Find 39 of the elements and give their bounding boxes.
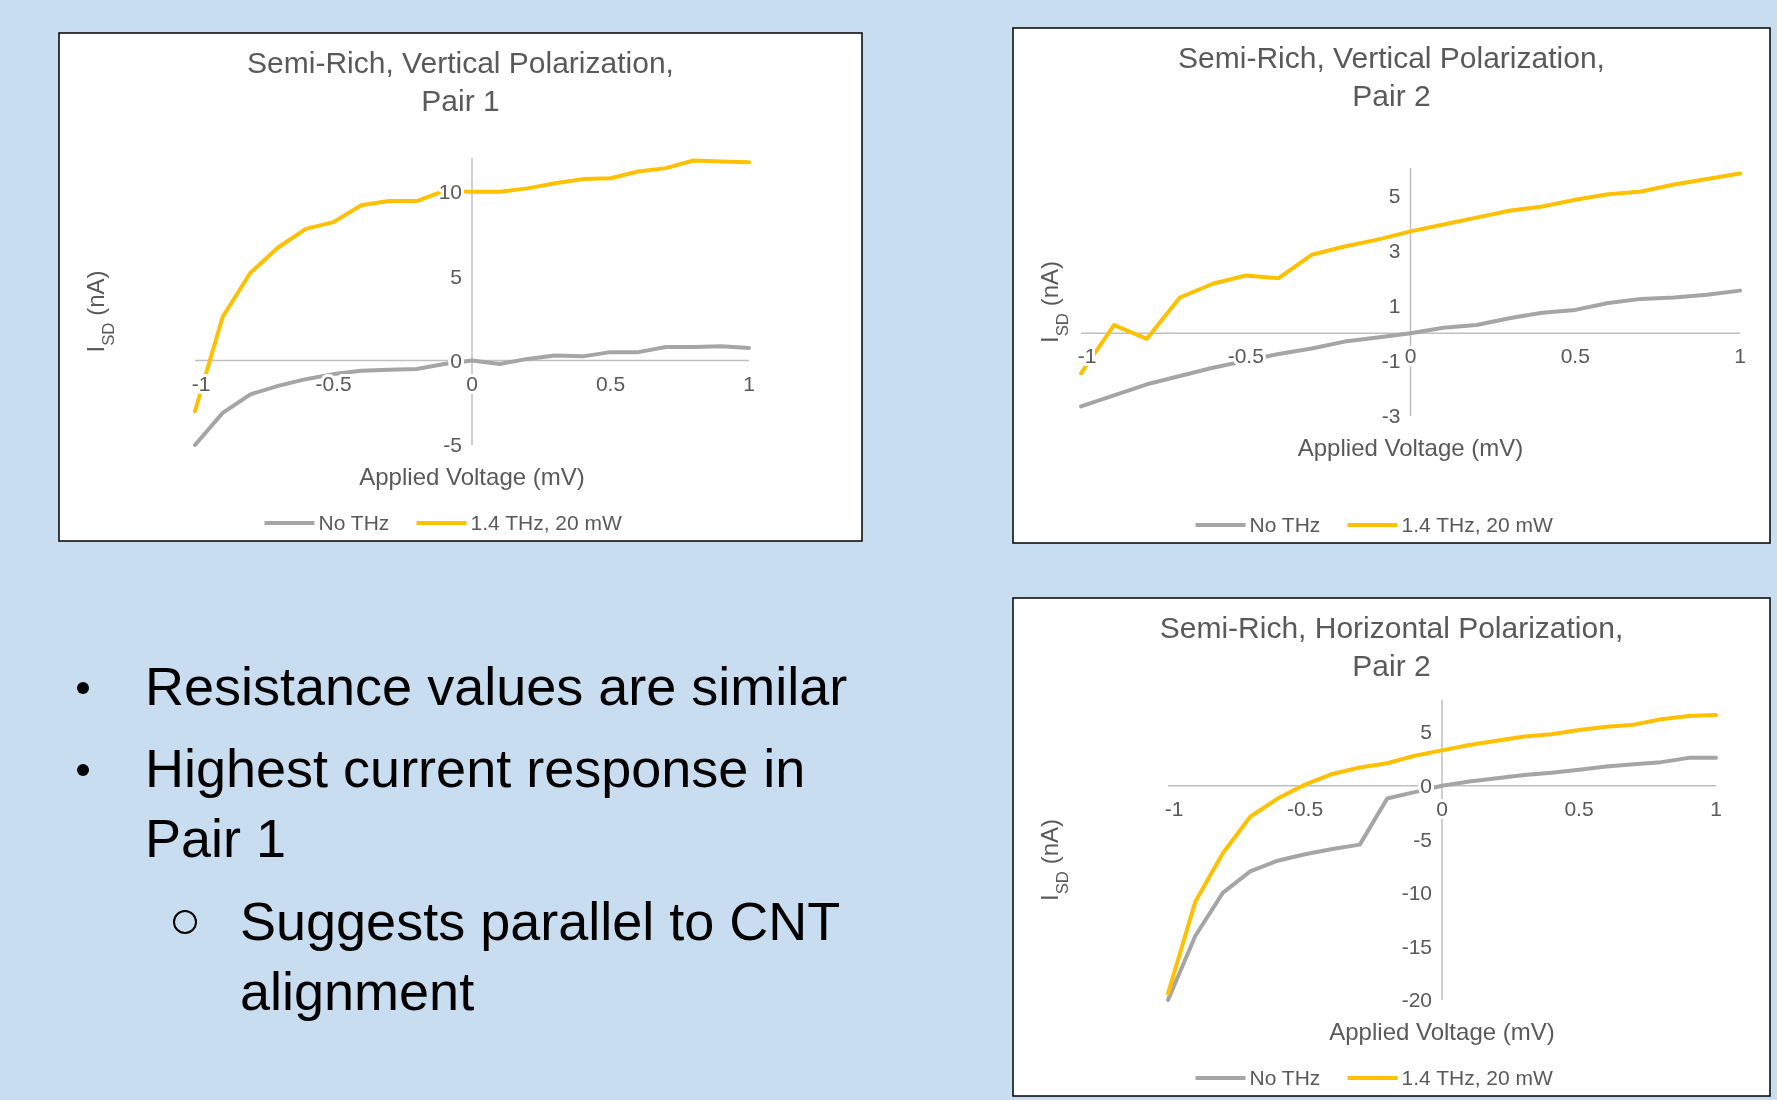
legend-label: 1.4 THz, 20 mW — [1401, 1066, 1553, 1090]
y-tick-label: 3 — [1388, 239, 1401, 263]
x-axis-title: Applied Voltage (mV) — [1297, 434, 1524, 461]
y-tick-label: -10 — [1401, 881, 1432, 905]
x-tick-label: -1 — [1164, 796, 1184, 820]
x-tick-label: 0.5 — [1564, 796, 1594, 820]
y-tick-label: -5 — [1413, 827, 1432, 851]
y-tick-label: 5 — [1388, 183, 1401, 207]
x-axis-title: Applied Voltage (mV) — [1329, 1018, 1555, 1045]
x-tick-label: 0 — [466, 371, 478, 395]
text: Suggests parallel to CNT alignment — [240, 891, 841, 1021]
x-tick-label: 0.5 — [1560, 344, 1590, 368]
x-tick-label: 1 — [743, 371, 755, 395]
x-axis-title: Applied Voltage (mV) — [359, 463, 585, 490]
chart-title: Semi-Rich, Horizontal Polarization, Pair 2 — [1159, 611, 1624, 682]
legend-label: 1.4 THz, 20 mW — [470, 511, 622, 535]
y-tick-label: -15 — [1401, 934, 1432, 958]
legend-label: No THz — [318, 511, 390, 535]
x-tick-label: 1 — [1734, 344, 1746, 368]
y-tick-label: -3 — [1381, 404, 1401, 428]
y-tick-label: 1 — [1388, 294, 1401, 318]
x-tick-label: 0 — [1436, 796, 1448, 820]
legend-label: No THz — [1249, 1066, 1321, 1090]
chart-title: Semi-Rich, Vertical Polarization, Pair 2 — [1178, 41, 1605, 112]
chart-title: Semi-Rich, Vertical Polarization, Pair 1 — [247, 46, 674, 117]
text: Highest current response in Pair 1 — [145, 738, 806, 868]
y-tick-label: 5 — [450, 264, 462, 288]
x-tick-label: 1 — [1710, 796, 1722, 820]
y-tick-label: -5 — [443, 433, 462, 457]
legend-label: No THz — [1249, 513, 1321, 537]
x-tick-label: 0.5 — [595, 371, 626, 395]
text: Resistance values are similar — [145, 656, 848, 716]
x-tick-label: -0.5 — [1227, 344, 1264, 368]
y-tick-label: 0 — [1420, 774, 1432, 798]
x-tick-label: -0.5 — [315, 371, 352, 395]
y-tick-label: 5 — [1420, 720, 1432, 744]
legend-label: 1.4 THz, 20 mW — [1401, 513, 1553, 537]
y-tick-label: -20 — [1401, 988, 1432, 1012]
x-tick-label: -0.5 — [1286, 796, 1324, 820]
